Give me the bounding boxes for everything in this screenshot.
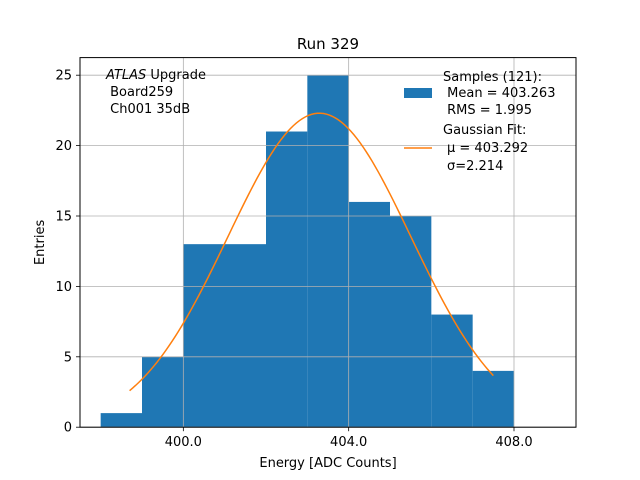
histogram-bar-7 [431,314,473,428]
histogram-bar-5 [348,201,390,428]
y-tick-label-1: 5 [64,350,72,365]
histogram-bar-2 [183,244,266,428]
legend-fit-line-1: Gaussian Fit: [443,123,526,138]
legend-fit-line-2: μ = 403.292 [447,141,528,156]
atlas-annotation: ATLAS Upgrade Board259 Ch001 35dB [105,68,206,117]
axes-frame [79,57,577,428]
legend-histogram-line-1: Samples (121): [443,70,542,85]
legend-histogram-line-2: Mean = 403.263 [443,86,555,101]
y-tick-label-4: 20 [55,139,72,154]
y-tick-label-5: 25 [55,69,72,84]
y-axis-ticks: 0 5 10 15 20 25 [55,69,80,436]
histogram-bar-1 [142,356,184,428]
histogram-bars [100,75,514,428]
legend-histogram-swatch [404,88,432,98]
x-axis-ticks: 400.0 404.0 408.0 [165,427,533,450]
chart-title: Run 329 [297,35,359,53]
plot-area [79,57,577,428]
y-tick-label-0: 0 [64,421,72,436]
legend-histogram-line-3: RMS = 1.995 [443,103,532,118]
histogram-bar-3 [266,131,308,428]
x-axis-label: Energy [ADC Counts] [259,456,396,471]
legend-fit-line-3: σ=2.214 [447,159,503,174]
gaussian-fit-curve [129,112,494,392]
histogram-bar-0 [100,413,142,428]
x-tick-label-0: 400.0 [165,435,202,450]
histogram-bar-4 [307,75,349,428]
x-tick-label-1: 404.0 [330,435,367,450]
y-axis-label: Entries [33,220,48,266]
histogram-bar-8 [472,370,514,428]
legend: Samples (121): Mean = 403.263 RMS = 1.99… [404,70,555,174]
histogram-bar-6 [390,216,432,428]
x-tick-label-2: 408.0 [495,435,532,450]
annotation-line-1: ATLAS Upgrade [105,68,206,83]
y-tick-label-2: 10 [55,280,72,295]
annotation-line-2: Board259 [106,85,173,100]
annotation-line-3: Ch001 35dB [106,102,190,117]
y-tick-label-3: 15 [55,210,72,225]
